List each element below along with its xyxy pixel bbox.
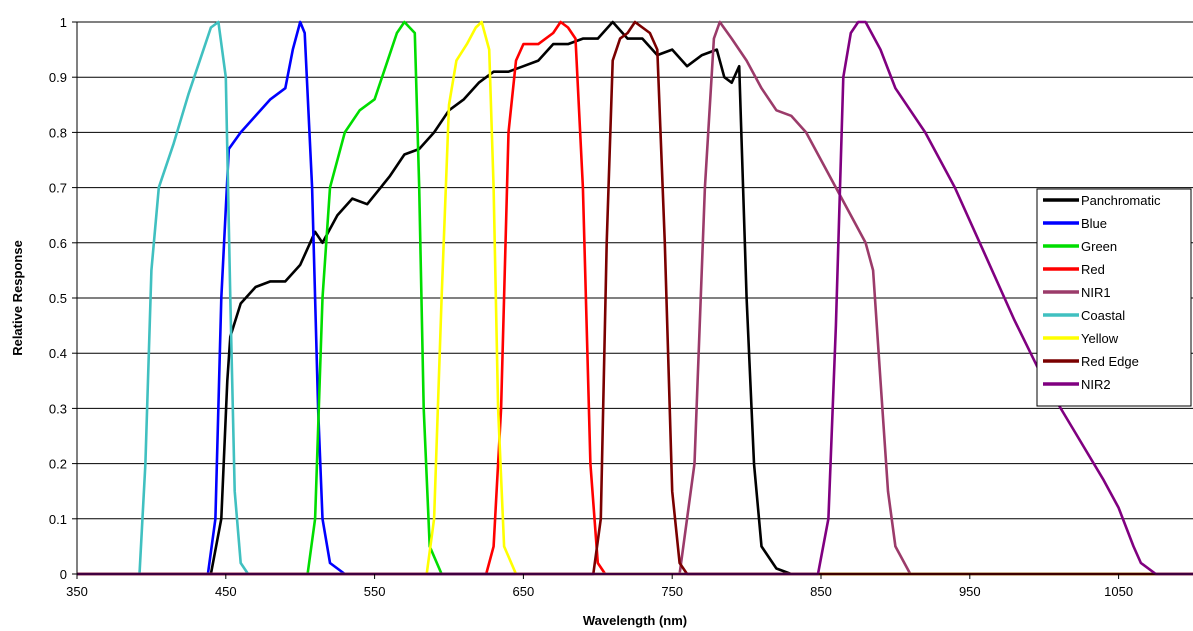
x-tick-label-5: 850 (810, 584, 832, 599)
y-tick-label-9: 0.9 (49, 70, 67, 85)
axes (72, 21, 1193, 579)
y-tick-label-6: 0.6 (49, 236, 67, 251)
x-tick-label-3: 650 (513, 584, 535, 599)
y-tick-label-3: 0.3 (49, 401, 67, 416)
x-axis-title: Wavelength (nm) (583, 613, 687, 628)
x-tick-label-7: 1050 (1104, 584, 1133, 599)
legend-label-coastal: Coastal (1081, 308, 1125, 323)
y-tick-label-10: 1 (60, 15, 67, 30)
legend: Panchromatic Blue Green Red NIR1 Coastal Yello… (1036, 188, 1192, 407)
series-line-nir1 (77, 20, 1193, 576)
legend-label-yellow: Yellow (1081, 331, 1119, 346)
y-tick-label-8: 0.8 (49, 125, 67, 140)
y-tick-label-0: 0 (60, 567, 67, 582)
series-line-coastal (77, 20, 1193, 576)
tick-labels: 0 0.1 0.2 0.3 0.4 0.5 0.6 0.7 0.8 0.9 1 350 450 550 65… (49, 15, 1133, 599)
legend-label-nir2: NIR2 (1081, 377, 1111, 392)
series-line-nir2 (77, 20, 1193, 576)
grid (77, 21, 1193, 575)
x-tick-label-4: 750 (661, 584, 683, 599)
series-line-red-edge (77, 20, 1193, 576)
y-tick-label-1: 0.1 (49, 512, 67, 527)
series-line-green (77, 20, 1193, 576)
series-line-blue (77, 20, 1193, 576)
legend-box (1036, 188, 1192, 407)
legend-label-green: Green (1081, 239, 1117, 254)
x-tick-label-2: 550 (364, 584, 386, 599)
series-line-yellow (77, 20, 1193, 576)
y-tick-label-5: 0.5 (49, 291, 67, 306)
x-tick-label-1: 450 (215, 584, 237, 599)
series-line-red (77, 20, 1193, 576)
legend-label-red-edge: Red Edge (1081, 354, 1139, 369)
y-tick-label-2: 0.2 (49, 457, 67, 472)
series-line-panchromatic (77, 20, 1193, 576)
series-lines (77, 20, 1193, 576)
legend-label-blue: Blue (1081, 216, 1107, 231)
y-tick-label-4: 0.4 (49, 346, 67, 361)
legend-label-nir1: NIR1 (1081, 285, 1111, 300)
legend-label-red: Red (1081, 262, 1105, 277)
x-tick-label-0: 350 (66, 584, 88, 599)
legend-label-panchromatic: Panchromatic (1081, 193, 1161, 208)
x-tick-label-6: 950 (959, 584, 981, 599)
y-tick-label-7: 0.7 (49, 181, 67, 196)
y-axis-title: Relative Response (10, 240, 25, 356)
